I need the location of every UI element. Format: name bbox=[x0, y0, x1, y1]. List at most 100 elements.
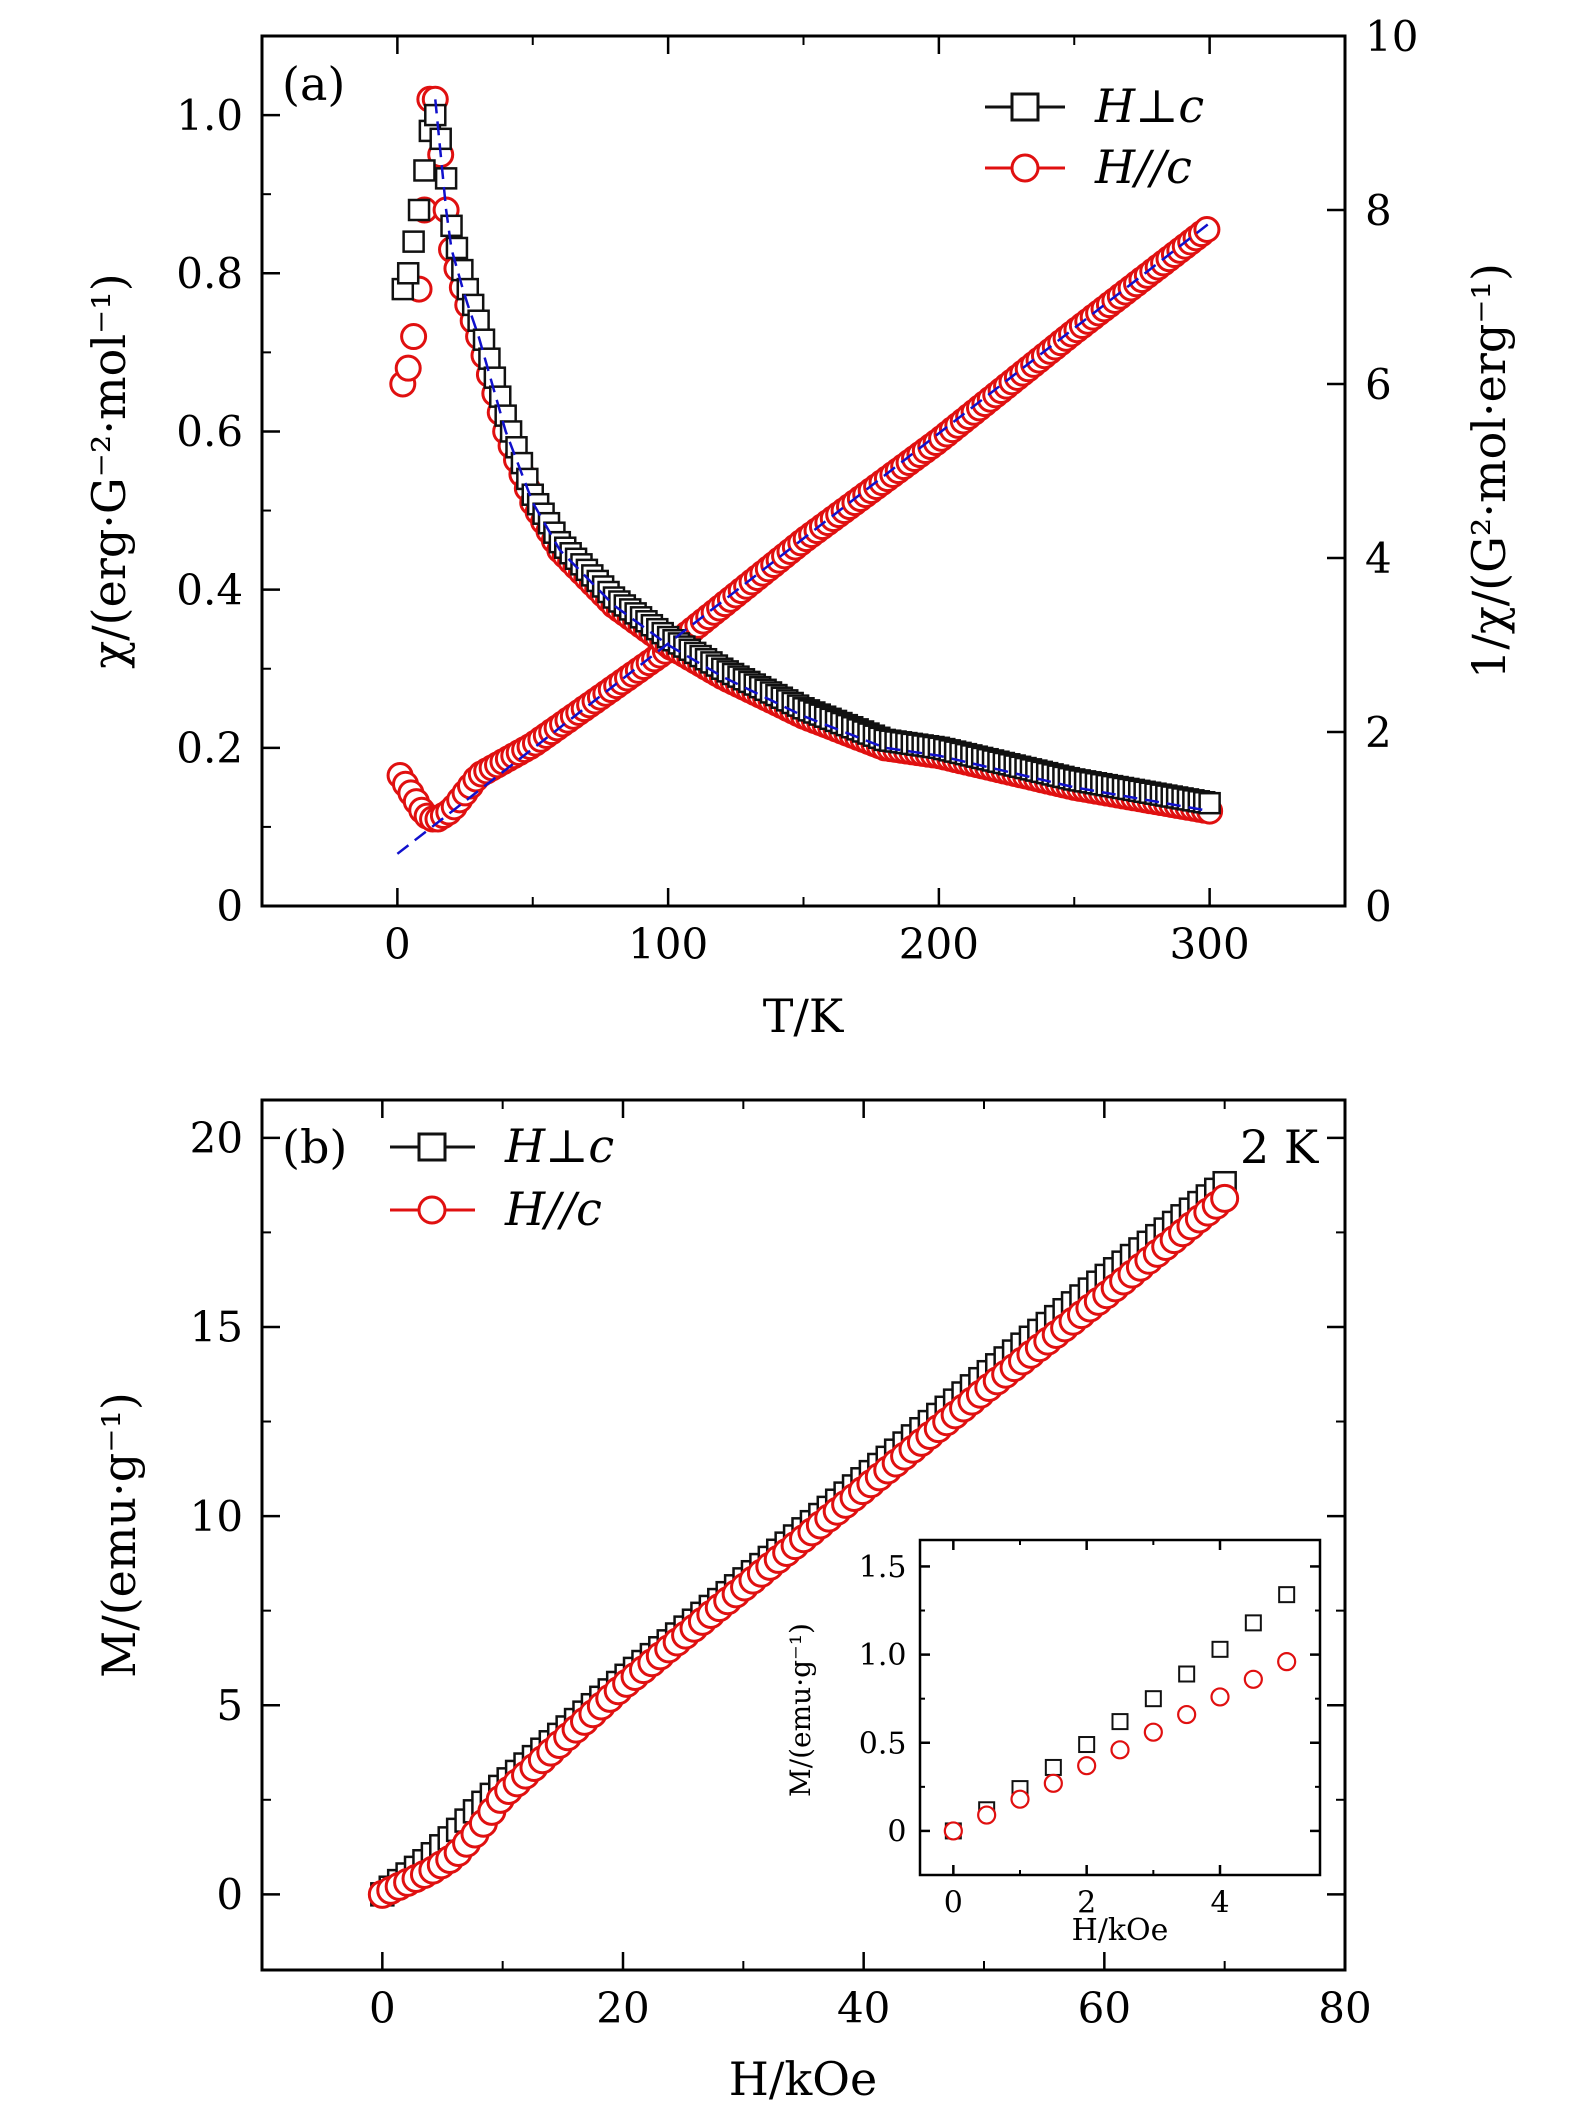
inset-perp-point bbox=[1278, 1586, 1296, 1604]
x-tick-label: 0 bbox=[369, 1984, 396, 2033]
x-tick-label: 0 bbox=[944, 1886, 963, 1921]
inverse-chi-fit-line bbox=[396, 222, 1211, 855]
panel-b-inset: 0 2 4 0 0.5 1.0 1.5 H/kOe M/(emu·g⁻¹) bbox=[784, 1538, 1322, 1948]
y-tick-label: 15 bbox=[190, 1303, 243, 1352]
legend-b-perp-square-marker bbox=[417, 1132, 447, 1162]
panel-b-x-axis-title: H/kOe bbox=[729, 2052, 877, 2106]
inset-frame bbox=[918, 1538, 1322, 1877]
y-tick-label: 0.5 bbox=[859, 1726, 907, 1761]
y-tick-label: 10 bbox=[190, 1492, 243, 1541]
panel-a-y-axis-title: χ/(erg·G⁻²·mol⁻¹) bbox=[82, 273, 136, 668]
inset-par-point bbox=[943, 1821, 963, 1841]
legend-b-par-text: H//c bbox=[504, 1182, 602, 1236]
chi-perp-point bbox=[434, 167, 458, 190]
inset-par-point bbox=[1110, 1740, 1130, 1760]
panel-b-label: (b) bbox=[282, 1120, 347, 1174]
x-tick-label: 60 bbox=[1078, 1984, 1131, 2033]
y-tick-label: 0.4 bbox=[176, 565, 243, 614]
chi-perp-point bbox=[413, 159, 436, 182]
y2-tick-label: 10 bbox=[1365, 12, 1418, 61]
inset-perp-point bbox=[1044, 1758, 1062, 1776]
panel-a-x-axis-title: T/K bbox=[763, 989, 845, 1043]
panel-b-temperature-annotation: 2 K bbox=[1240, 1120, 1320, 1174]
inset-x-axis-title: H/kOe bbox=[1072, 1913, 1169, 1948]
inset-par-point bbox=[1277, 1652, 1297, 1672]
y-tick-label: 0.8 bbox=[176, 249, 243, 298]
y-tick-label: 0 bbox=[887, 1814, 906, 1849]
y-tick-label: 0 bbox=[216, 1870, 243, 1919]
panel-a-legend: H⊥c H//c bbox=[985, 79, 1204, 194]
chi-perp-point bbox=[396, 262, 420, 285]
legend-b-perp-text: H⊥c bbox=[504, 1119, 614, 1173]
inset-par-point bbox=[1243, 1669, 1263, 1689]
x-tick-label: 2 bbox=[1077, 1886, 1096, 1921]
y-tick-label: 5 bbox=[216, 1681, 243, 1730]
chi-perp-point bbox=[478, 347, 501, 370]
inset-par-point bbox=[1077, 1756, 1097, 1776]
y2-tick-label: 6 bbox=[1365, 360, 1392, 409]
legend-perp-square-marker bbox=[1010, 92, 1040, 122]
y2-tick-label: 4 bbox=[1365, 534, 1392, 583]
chi-perp-point bbox=[402, 230, 425, 253]
x-tick-label: 0 bbox=[384, 920, 411, 969]
x-tick-label: 4 bbox=[1210, 1886, 1229, 1921]
inset-par-point bbox=[1043, 1773, 1063, 1793]
inset-axes: 0 2 4 0 0.5 1.0 1.5 bbox=[859, 1540, 1320, 1921]
panel-a-axes: 0 100 200 300 0 0.2 0.4 0.6 0.8 1.0 0 2 4 6 8 10 bbox=[176, 12, 1418, 969]
chi-perp-point bbox=[1198, 791, 1221, 815]
inset-par-point bbox=[1210, 1687, 1230, 1707]
inset-perp-point bbox=[1111, 1713, 1129, 1731]
panel-b-legend: H⊥c H//c bbox=[390, 1119, 614, 1236]
y-tick-label: 0.6 bbox=[176, 407, 243, 456]
x-tick-label: 100 bbox=[628, 920, 708, 969]
inset-par-point bbox=[977, 1805, 997, 1825]
chi-perp-point bbox=[472, 328, 496, 351]
inset-par-point bbox=[1177, 1704, 1197, 1725]
panel-a-y2-axis-title: 1/χ/(G²·mol·erg⁻¹) bbox=[1462, 263, 1516, 679]
y-tick-label: 0 bbox=[216, 882, 243, 931]
legend-par-circle-marker bbox=[1010, 153, 1040, 183]
legend-par-text: H//c bbox=[1094, 140, 1192, 194]
magnetization-par-point bbox=[1210, 1183, 1240, 1213]
inverse-chi-point bbox=[1193, 215, 1221, 243]
inset-perp-point bbox=[1211, 1640, 1229, 1658]
inset-y-axis-title: M/(emu·g⁻¹) bbox=[784, 1623, 817, 1797]
legend-b-par-circle-marker bbox=[417, 1195, 447, 1225]
chi-par-point bbox=[400, 323, 428, 351]
inset-plot-area bbox=[943, 1586, 1297, 1841]
x-tick-label: 200 bbox=[899, 920, 979, 969]
inset-perp-point bbox=[1078, 1736, 1096, 1754]
y-tick-label: 1.0 bbox=[859, 1638, 907, 1673]
chi-par-point bbox=[394, 354, 422, 382]
chi-perp-point bbox=[440, 214, 463, 238]
inset-perp-point bbox=[1178, 1665, 1196, 1683]
inset-par-point bbox=[1143, 1722, 1163, 1742]
panel-b-y-axis-title: M/(emu·g⁻¹) bbox=[92, 1392, 146, 1678]
panel-b-frame bbox=[260, 1098, 1347, 1972]
inset-perp-point bbox=[1144, 1690, 1162, 1708]
x-tick-label: 300 bbox=[1170, 920, 1250, 969]
panel-b-plot-area bbox=[367, 1170, 1240, 1909]
y-tick-label: 1.5 bbox=[859, 1550, 907, 1585]
legend-perp-text: H⊥c bbox=[1094, 79, 1204, 133]
y-tick-label: 1.0 bbox=[176, 91, 243, 140]
x-tick-label: 40 bbox=[837, 1984, 890, 2033]
y-tick-label: 0.2 bbox=[176, 724, 243, 773]
y2-tick-label: 8 bbox=[1365, 186, 1392, 235]
inset-perp-point bbox=[1244, 1614, 1262, 1632]
panel-a-label: (a) bbox=[282, 57, 345, 111]
y-tick-label: 20 bbox=[190, 1114, 243, 1163]
x-tick-label: 20 bbox=[596, 1984, 649, 2033]
y2-tick-label: 0 bbox=[1365, 882, 1392, 931]
inset-par-point bbox=[1010, 1789, 1030, 1809]
panel-a: 0 100 200 300 0 0.2 0.4 0.6 0.8 1.0 0 2 4 6 8 10 (a) H⊥… bbox=[82, 12, 1516, 1043]
chi-fit-curve bbox=[434, 99, 1210, 813]
chi-perp-point bbox=[467, 309, 490, 332]
chi-perp-point bbox=[407, 198, 431, 222]
x-tick-label: 80 bbox=[1318, 1984, 1371, 2033]
panel-a-plot-area bbox=[386, 85, 1224, 855]
y2-tick-label: 2 bbox=[1365, 708, 1392, 757]
